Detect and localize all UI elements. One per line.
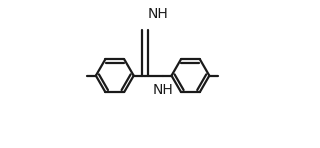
Text: NH: NH (153, 83, 173, 97)
Text: NH: NH (147, 7, 168, 21)
